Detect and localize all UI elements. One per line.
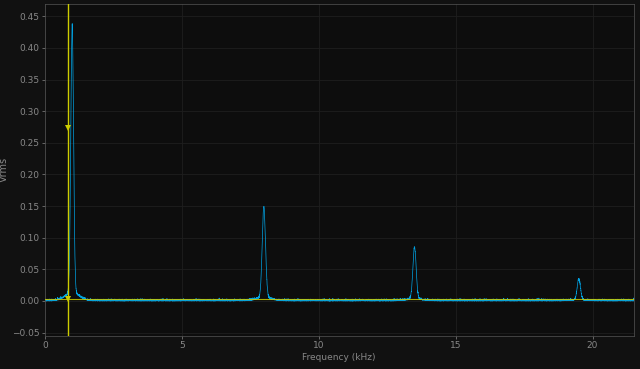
Y-axis label: Vrms: Vrms [0, 157, 9, 182]
X-axis label: Frequency (kHz): Frequency (kHz) [303, 353, 376, 362]
